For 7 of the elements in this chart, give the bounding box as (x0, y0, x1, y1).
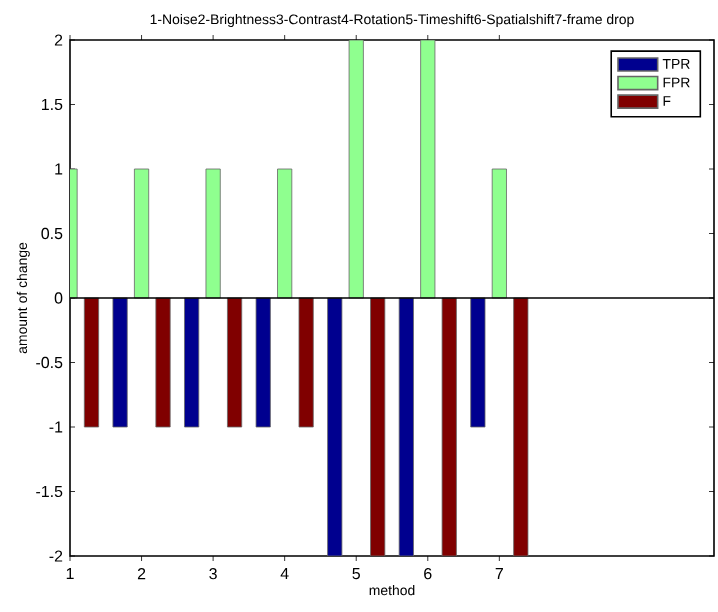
bar (513, 297, 529, 556)
bar (441, 297, 457, 556)
bar (327, 297, 343, 556)
bar (420, 40, 436, 299)
bar (398, 297, 414, 556)
bar (348, 40, 364, 299)
bar (370, 297, 386, 556)
